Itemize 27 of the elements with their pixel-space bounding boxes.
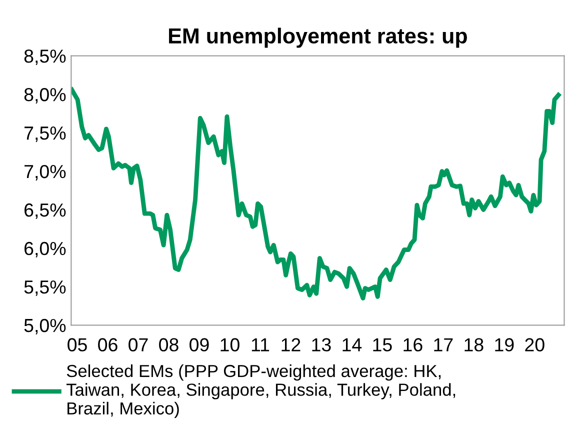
x-tick-label: 20 bbox=[525, 338, 544, 352]
line-series bbox=[71, 87, 561, 300]
x-tick-label: 17 bbox=[434, 338, 453, 352]
x-tick-label: 10 bbox=[220, 338, 240, 352]
x-tick-label: 09 bbox=[190, 338, 209, 352]
y-tick-label: 8,5% bbox=[24, 50, 66, 66]
y-tick-label: 5,0% bbox=[24, 318, 66, 334]
legend-label: Selected EMs (PPP GDP-weighted average: HK, Taiwan, Korea, Singapore, Russia, Turkey, Poland, Brazil, Mexico) bbox=[66, 364, 456, 418]
x-tick-label: 16 bbox=[404, 338, 422, 352]
x-tick-label: 12 bbox=[282, 338, 300, 352]
chart-title: EM unemployement rates: up bbox=[169, 28, 467, 48]
x-tick-label: 15 bbox=[373, 338, 392, 352]
x-tick-label: 19 bbox=[495, 338, 514, 352]
y-tick-label: 8,0% bbox=[24, 88, 66, 104]
x-tick-label: 11 bbox=[252, 338, 270, 352]
y-tick-label: 7,0% bbox=[24, 164, 66, 180]
y-tick-label: 7,5% bbox=[24, 126, 66, 142]
x-tick-label: 14 bbox=[342, 338, 362, 352]
x-tick-label: 07 bbox=[128, 338, 148, 352]
x-tick-label: 18 bbox=[464, 338, 484, 352]
x-tick-label: 08 bbox=[159, 338, 178, 352]
x-tick-label: 13 bbox=[312, 338, 331, 352]
x-tick-label: 06 bbox=[98, 338, 118, 352]
y-tick-label: 6,0% bbox=[24, 242, 66, 258]
y-tick-label: 5,5% bbox=[24, 280, 66, 296]
y-tick-label: 6,5% bbox=[24, 203, 66, 219]
x-tick-label: 05 bbox=[68, 338, 87, 352]
